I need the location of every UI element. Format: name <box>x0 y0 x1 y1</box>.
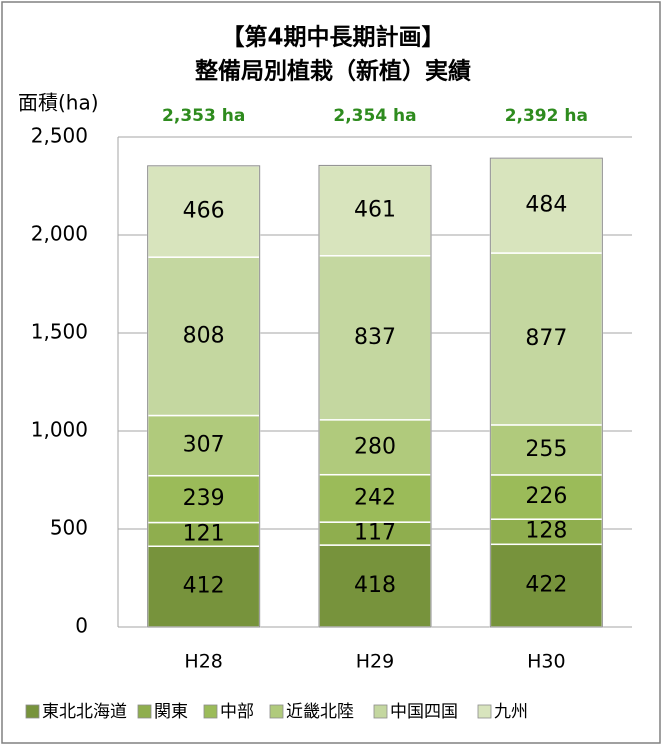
legend-label: 東北北海道 <box>42 702 127 722</box>
data-label: 422 <box>525 573 567 598</box>
chart-title: 【第4期中長期計画】 <box>221 24 444 51</box>
data-label: 280 <box>354 434 396 459</box>
x-tick-label: H28 <box>184 651 222 673</box>
legend-swatch <box>373 704 388 719</box>
bar-outline <box>318 164 432 628</box>
x-tick-label: H30 <box>527 651 565 673</box>
y-tick-label: 2,000 <box>31 222 88 246</box>
bar-outline <box>147 165 261 628</box>
data-label: 412 <box>183 574 225 599</box>
legend-label: 関東 <box>154 702 188 722</box>
data-label: 484 <box>525 193 567 218</box>
bar-outline <box>489 157 603 628</box>
data-label: 877 <box>525 326 567 351</box>
bar-segment <box>489 543 604 628</box>
legend-swatch <box>203 704 218 719</box>
data-label: 418 <box>354 573 396 598</box>
y-tick-label: 1,000 <box>31 418 88 442</box>
legend-label: 中部 <box>220 702 254 722</box>
chart-title: 整備局別植栽（新植）実績 <box>195 58 471 85</box>
bar-segment <box>318 255 432 421</box>
data-label: 128 <box>525 519 567 544</box>
data-label: 466 <box>183 198 225 223</box>
data-label: 117 <box>354 521 396 546</box>
legend-swatch <box>137 704 152 719</box>
legend-label: 中国四国 <box>390 702 458 722</box>
data-label: 461 <box>354 198 396 223</box>
data-label: 121 <box>183 521 225 546</box>
data-label: 239 <box>183 486 225 511</box>
bar-segment <box>489 157 604 254</box>
legend-swatch <box>25 704 40 719</box>
legend-swatch <box>269 704 284 719</box>
bar-segment <box>489 424 604 476</box>
data-label: 255 <box>525 437 567 462</box>
y-tick-label: 2,500 <box>31 124 88 148</box>
total-label: 2,353 ha <box>162 106 245 126</box>
y-axis-label: 面積(ha) <box>18 91 99 115</box>
total-label: 2,354 ha <box>333 106 416 126</box>
legend-swatch <box>477 704 492 719</box>
y-tick-label: 500 <box>50 516 88 540</box>
y-tick-label: 0 <box>75 614 88 638</box>
bar-segment <box>489 474 604 520</box>
data-label: 837 <box>354 325 396 350</box>
x-tick-label: H29 <box>356 651 394 673</box>
legend-label: 近畿北陸 <box>286 702 354 722</box>
bar-segment <box>489 252 604 426</box>
data-label: 242 <box>354 485 396 510</box>
bar-segment <box>318 473 432 523</box>
data-label: 307 <box>183 433 225 458</box>
y-tick-label: 1,500 <box>31 320 88 344</box>
bar-segment <box>318 164 432 257</box>
data-label: 808 <box>183 323 225 348</box>
total-label: 2,392 ha <box>505 106 588 126</box>
bar-segment <box>146 545 261 628</box>
legend-label: 九州 <box>494 702 528 722</box>
data-label: 226 <box>525 484 567 509</box>
